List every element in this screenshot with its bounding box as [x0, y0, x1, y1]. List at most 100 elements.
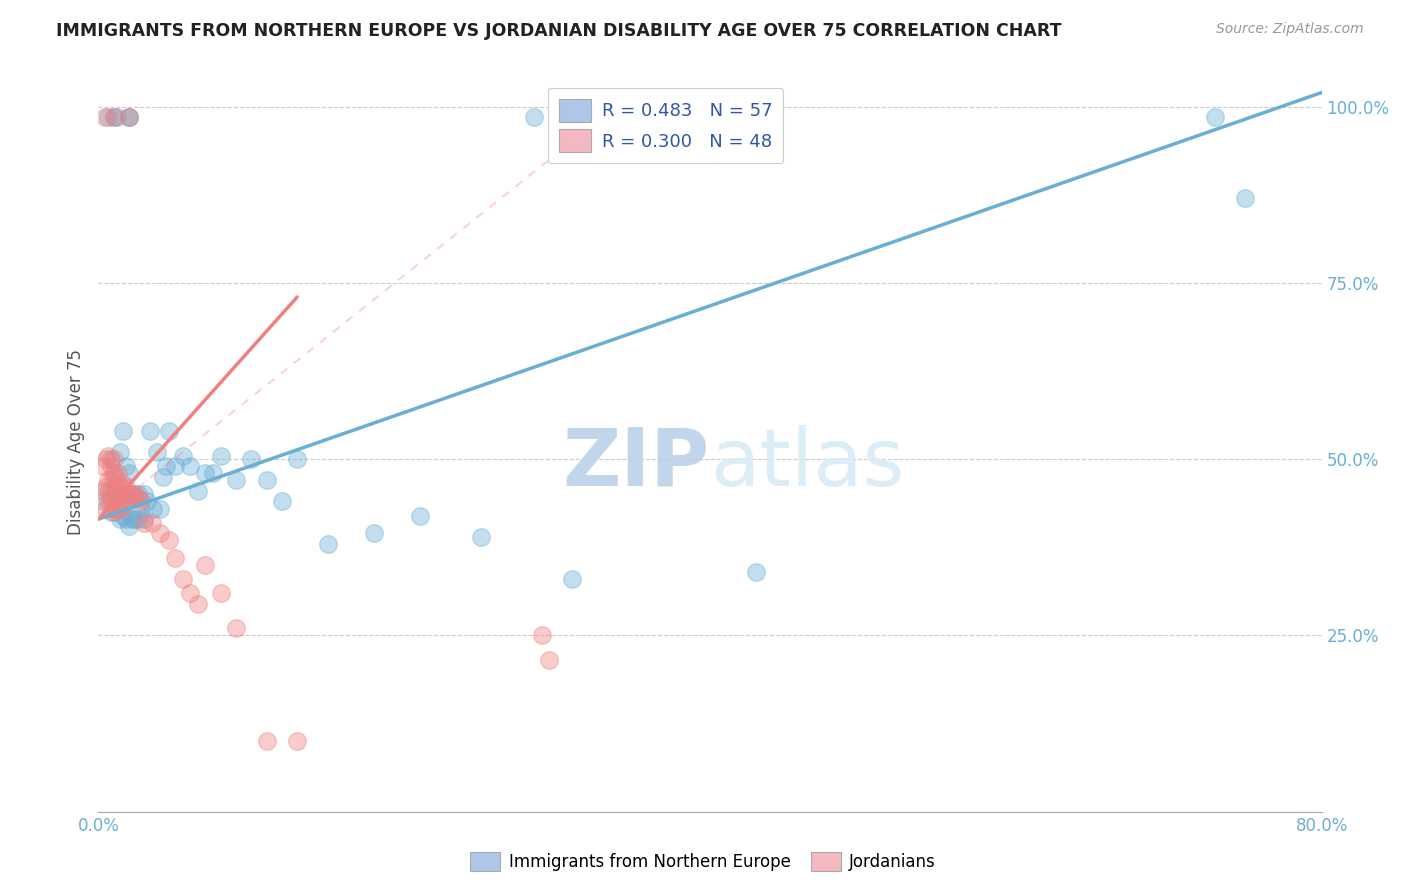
Point: [118, 491, 141, 505]
Point: [107, 491, 129, 505]
Point: [538, 653, 561, 667]
Point: [97, 110, 120, 124]
Point: [94, 480, 117, 494]
Point: [97, 483, 120, 498]
Point: [285, 452, 308, 467]
Point: [100, 505, 122, 519]
Point: [104, 470, 127, 484]
Point: [124, 491, 146, 505]
Point: [179, 459, 201, 474]
Point: [129, 501, 152, 516]
Point: [103, 505, 125, 519]
Point: [270, 494, 292, 508]
Point: [108, 491, 131, 505]
Point: [105, 480, 128, 494]
Point: [172, 449, 194, 463]
Point: [103, 452, 125, 467]
Point: [1234, 191, 1257, 205]
Point: [101, 491, 124, 505]
Point: [179, 586, 201, 600]
Point: [121, 512, 143, 526]
Point: [105, 110, 128, 124]
Point: [408, 508, 430, 523]
Point: [104, 494, 127, 508]
Y-axis label: Disability Age Over 75: Disability Age Over 75: [66, 349, 84, 534]
Point: [145, 445, 167, 459]
Point: [209, 586, 232, 600]
Point: [111, 508, 134, 523]
Point: [256, 734, 278, 748]
Point: [108, 512, 131, 526]
Point: [101, 470, 124, 484]
Point: [124, 512, 146, 526]
Point: [209, 449, 232, 463]
Point: [91, 459, 114, 474]
Point: [561, 572, 583, 586]
Point: [134, 487, 156, 501]
Point: [115, 480, 138, 494]
Point: [91, 483, 114, 498]
Point: [745, 565, 768, 579]
Text: atlas: atlas: [710, 425, 904, 503]
Point: [118, 110, 141, 124]
Point: [103, 110, 125, 124]
Point: [152, 470, 174, 484]
Point: [187, 483, 209, 498]
Point: [256, 473, 278, 487]
Point: [118, 467, 141, 481]
Point: [157, 424, 180, 438]
Point: [100, 494, 122, 508]
Point: [530, 628, 553, 642]
Point: [100, 459, 122, 474]
Point: [139, 424, 162, 438]
Point: [194, 467, 217, 481]
Point: [155, 459, 177, 474]
Point: [111, 476, 134, 491]
Point: [97, 473, 120, 487]
Point: [94, 452, 117, 467]
Point: [93, 110, 115, 124]
Text: IMMIGRANTS FROM NORTHERN EUROPE VS JORDANIAN DISABILITY AGE OVER 75 CORRELATION : IMMIGRANTS FROM NORTHERN EUROPE VS JORDA…: [56, 22, 1062, 40]
Point: [97, 449, 120, 463]
Point: [523, 110, 546, 124]
Point: [111, 498, 134, 512]
Point: [118, 110, 141, 124]
Point: [108, 501, 131, 516]
Text: ZIP: ZIP: [562, 425, 710, 503]
Point: [124, 487, 146, 501]
Point: [105, 501, 128, 516]
Point: [100, 452, 122, 467]
Point: [129, 494, 152, 508]
Point: [1204, 110, 1226, 124]
Point: [107, 467, 129, 481]
Point: [94, 501, 117, 516]
Point: [111, 487, 134, 501]
Point: [163, 459, 186, 474]
Point: [103, 501, 125, 516]
Point: [363, 526, 385, 541]
Point: [187, 597, 209, 611]
Point: [118, 519, 141, 533]
Point: [172, 572, 194, 586]
Point: [202, 467, 225, 481]
Point: [108, 445, 131, 459]
Point: [136, 494, 159, 508]
Point: [121, 487, 143, 501]
Point: [225, 473, 247, 487]
Point: [112, 494, 135, 508]
Point: [240, 452, 263, 467]
Point: [127, 491, 149, 505]
Point: [115, 459, 138, 474]
Point: [127, 512, 149, 526]
Point: [103, 110, 125, 124]
Point: [103, 467, 125, 481]
Point: [105, 476, 128, 491]
Point: [108, 480, 131, 494]
Text: Source: ZipAtlas.com: Source: ZipAtlas.com: [1216, 22, 1364, 37]
Point: [470, 530, 492, 544]
Point: [134, 512, 156, 526]
Point: [316, 537, 339, 551]
Point: [285, 734, 308, 748]
Point: [91, 494, 114, 508]
Point: [141, 516, 163, 530]
